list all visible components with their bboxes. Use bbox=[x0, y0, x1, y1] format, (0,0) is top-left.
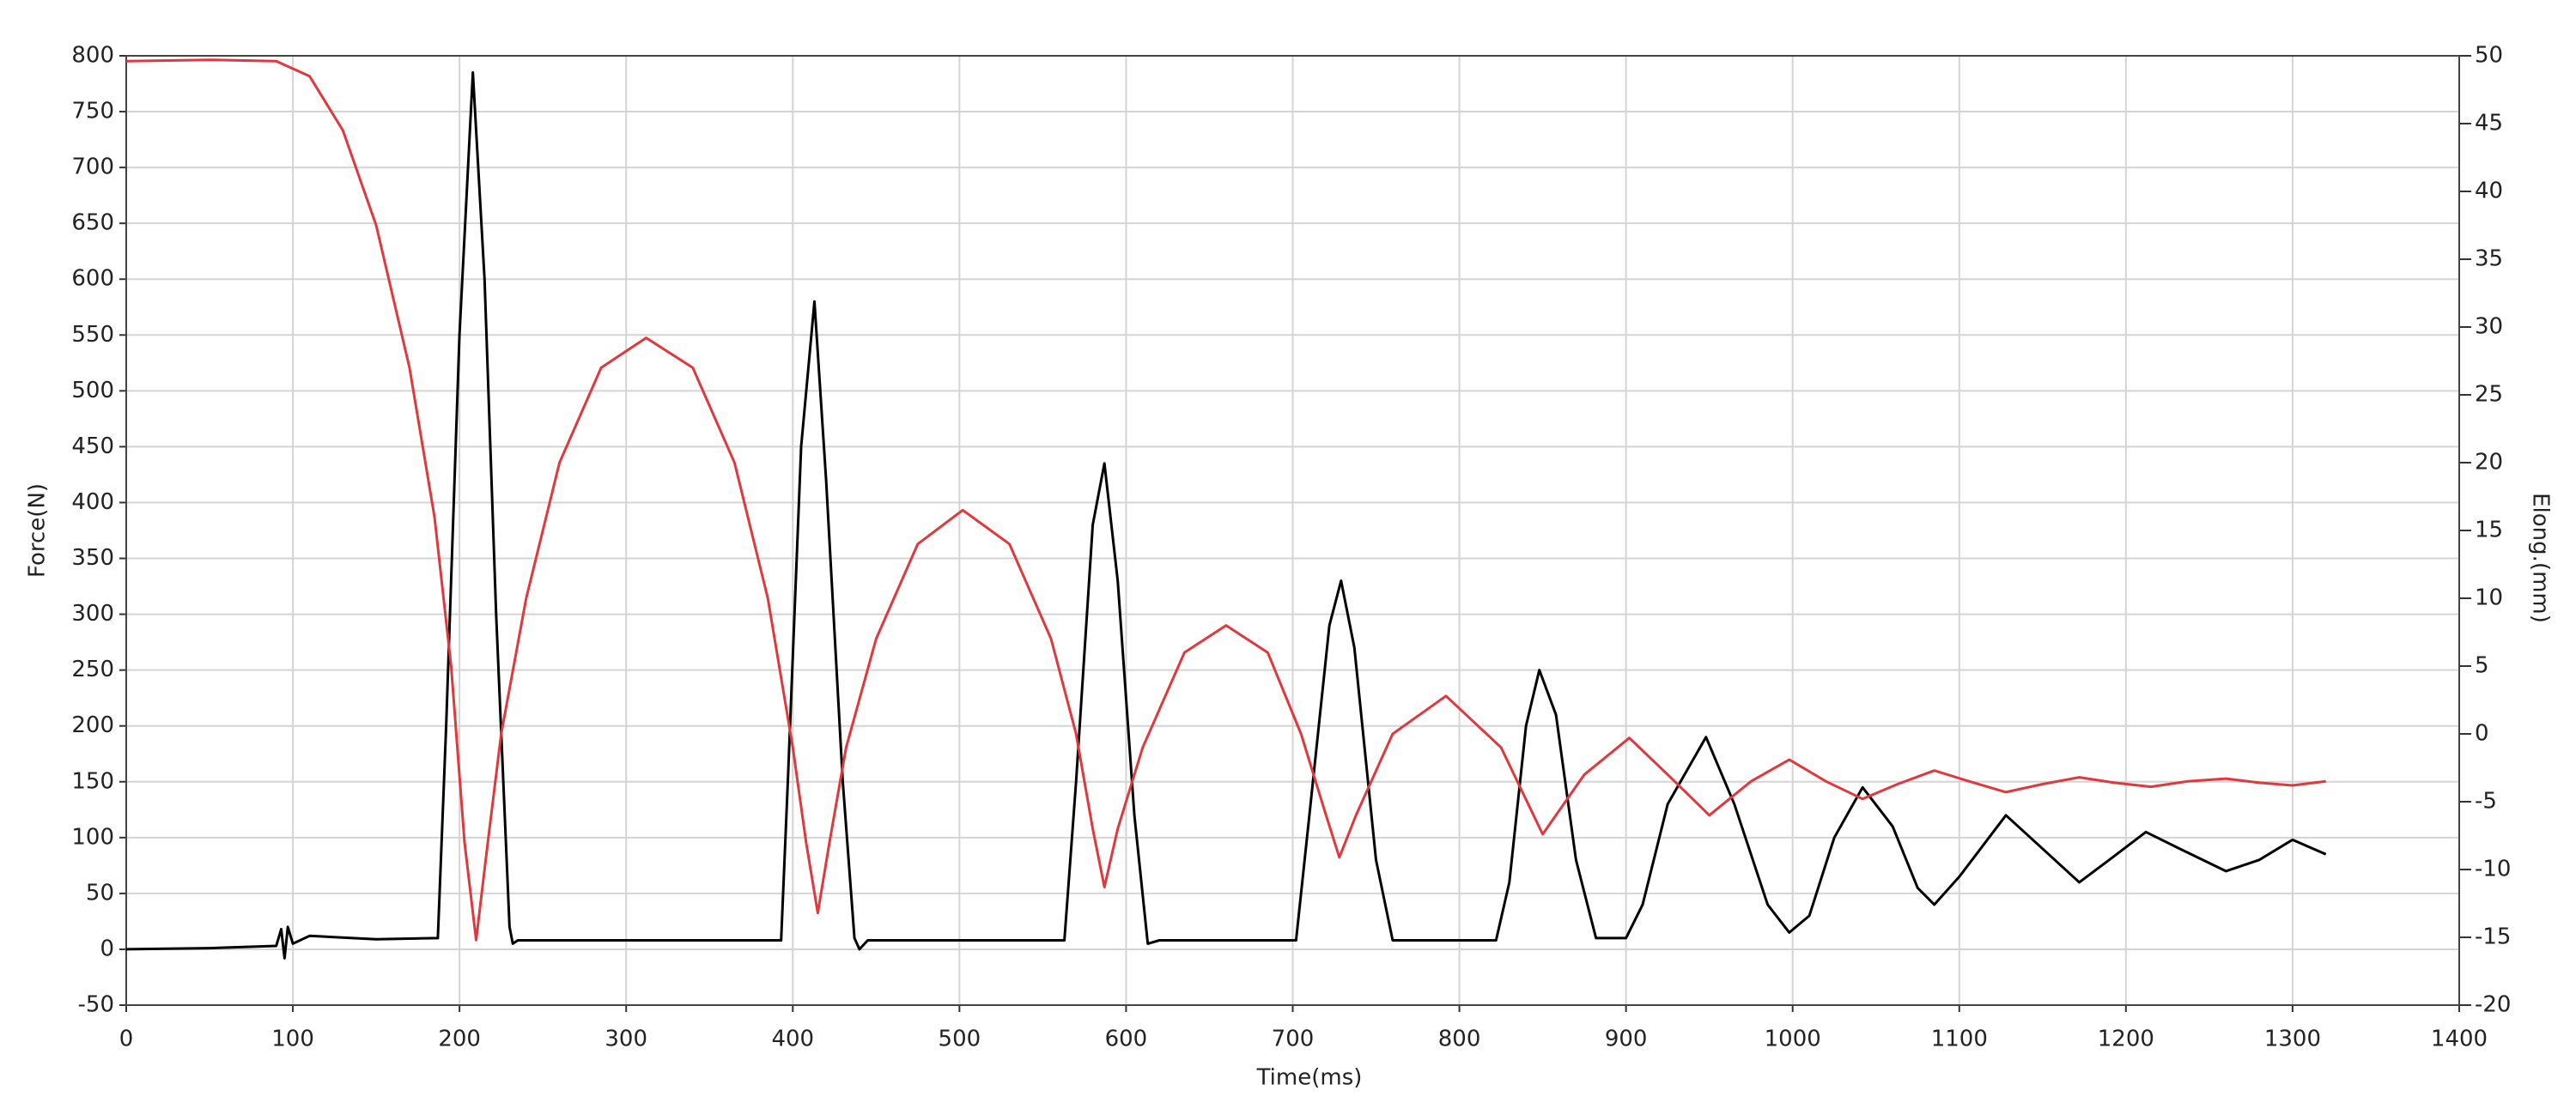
y-tick-label: 450 bbox=[71, 433, 114, 459]
x-tick-label: 300 bbox=[605, 1027, 647, 1052]
y-tick-label: 150 bbox=[71, 768, 114, 794]
data-line bbox=[125, 58, 2326, 942]
y2-tick-label: 25 bbox=[2475, 382, 2503, 408]
y2-tick-label: -15 bbox=[2475, 924, 2511, 950]
y2-tick-label: 5 bbox=[2475, 653, 2489, 679]
x-tick-label: 1300 bbox=[2264, 1027, 2321, 1052]
y2-tick-label: -20 bbox=[2475, 992, 2511, 1018]
y-tick-label: 100 bbox=[71, 824, 114, 850]
y-tick-label: 600 bbox=[71, 266, 114, 292]
y-tick-label: 800 bbox=[71, 43, 114, 69]
y-tick-label: 300 bbox=[71, 601, 114, 627]
y2-tick-label: -10 bbox=[2475, 857, 2511, 882]
y-axis-title: Force(N) bbox=[25, 483, 51, 578]
y2-tick-label: -5 bbox=[2475, 789, 2497, 815]
x-tick-label: 1000 bbox=[1765, 1027, 1821, 1052]
x-tick-label: 200 bbox=[438, 1027, 481, 1052]
x-tick-label: 400 bbox=[771, 1027, 814, 1052]
y-tick-label: 500 bbox=[71, 378, 114, 403]
y2-tick-label: 15 bbox=[2475, 518, 2503, 543]
y2-tick-label: 40 bbox=[2475, 179, 2503, 204]
y-tick-label: 550 bbox=[71, 322, 114, 348]
x-tick-label: 1100 bbox=[1931, 1027, 1988, 1052]
x-tick-label: 500 bbox=[939, 1027, 981, 1052]
y2-tick-label: 0 bbox=[2475, 721, 2489, 747]
plot-frame bbox=[125, 55, 2460, 1006]
y2-tick-label: 20 bbox=[2475, 450, 2503, 476]
x-tick-label: 700 bbox=[1272, 1027, 1315, 1052]
y-tick-label: -50 bbox=[78, 992, 114, 1018]
y-tick-label: 750 bbox=[71, 99, 114, 124]
x-tick-label: 1200 bbox=[2098, 1027, 2154, 1052]
y-tick-label: 250 bbox=[71, 657, 114, 682]
y2-tick-label: 35 bbox=[2475, 246, 2503, 272]
data-line bbox=[125, 71, 2327, 960]
x-tick-label: 900 bbox=[1605, 1027, 1648, 1052]
y-tick-label: 350 bbox=[71, 545, 114, 571]
y2-tick-label: 45 bbox=[2475, 111, 2503, 136]
x-tick-label: 600 bbox=[1105, 1027, 1148, 1052]
y-tick-label: 200 bbox=[71, 712, 114, 738]
y-tick-label: 0 bbox=[100, 936, 114, 961]
y-tick-label: 400 bbox=[71, 489, 114, 515]
y-tick-label: 650 bbox=[71, 210, 114, 236]
y-tick-label: 700 bbox=[71, 155, 114, 180]
y2-tick-label: 10 bbox=[2475, 585, 2503, 611]
x-tick-label: 800 bbox=[1438, 1027, 1481, 1052]
y2-tick-label: 50 bbox=[2475, 43, 2503, 69]
x-tick-label: 100 bbox=[271, 1027, 314, 1052]
y-tick-label: 50 bbox=[86, 880, 114, 906]
x-tick-label: 1400 bbox=[2431, 1027, 2488, 1052]
x-axis-title: Time(ms) bbox=[1256, 1065, 1363, 1091]
y2-axis-title: Elong.(mm) bbox=[2528, 493, 2554, 623]
x-tick-label: 0 bbox=[119, 1027, 134, 1052]
y2-tick-label: 30 bbox=[2475, 314, 2503, 340]
